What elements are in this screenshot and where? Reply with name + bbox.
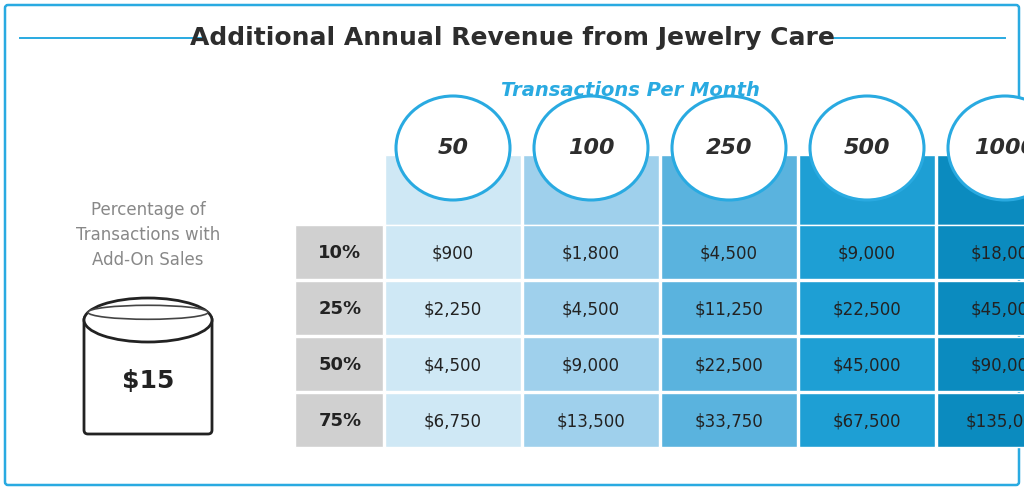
Text: $4,500: $4,500 — [424, 356, 482, 374]
FancyBboxPatch shape — [295, 337, 383, 391]
Text: $45,000: $45,000 — [833, 356, 901, 374]
Text: $90,000: $90,000 — [971, 356, 1024, 374]
Ellipse shape — [948, 96, 1024, 200]
Text: 75%: 75% — [318, 412, 361, 430]
FancyBboxPatch shape — [523, 393, 659, 447]
Text: 250: 250 — [706, 138, 753, 158]
Text: $2,250: $2,250 — [424, 300, 482, 318]
FancyBboxPatch shape — [799, 225, 935, 279]
FancyBboxPatch shape — [662, 155, 797, 225]
Text: $15: $15 — [122, 368, 174, 392]
Text: $4,500: $4,500 — [562, 300, 620, 318]
FancyBboxPatch shape — [799, 155, 935, 225]
FancyBboxPatch shape — [385, 225, 521, 279]
Text: Add-On Sales: Add-On Sales — [92, 251, 204, 269]
FancyBboxPatch shape — [662, 393, 797, 447]
FancyBboxPatch shape — [523, 281, 659, 335]
Text: Transactions Per Month: Transactions Per Month — [501, 80, 760, 99]
FancyBboxPatch shape — [937, 155, 1024, 225]
Text: $6,750: $6,750 — [424, 412, 482, 430]
Text: 50%: 50% — [318, 356, 361, 374]
Text: $22,500: $22,500 — [833, 300, 901, 318]
FancyBboxPatch shape — [385, 337, 521, 391]
Text: 50: 50 — [437, 138, 469, 158]
Text: 100: 100 — [567, 138, 614, 158]
Ellipse shape — [810, 96, 924, 200]
Text: 25%: 25% — [318, 300, 361, 318]
Ellipse shape — [88, 305, 208, 319]
Text: $9,000: $9,000 — [838, 244, 896, 262]
Text: 500: 500 — [844, 138, 890, 158]
Text: $13,500: $13,500 — [557, 412, 626, 430]
Ellipse shape — [672, 96, 786, 200]
Text: $18,000: $18,000 — [971, 244, 1024, 262]
FancyBboxPatch shape — [937, 337, 1024, 391]
Text: 10%: 10% — [318, 244, 361, 262]
Text: $33,750: $33,750 — [694, 412, 763, 430]
FancyBboxPatch shape — [937, 393, 1024, 447]
Text: Transactions with: Transactions with — [76, 226, 220, 244]
FancyBboxPatch shape — [385, 281, 521, 335]
FancyBboxPatch shape — [523, 225, 659, 279]
Text: $22,500: $22,500 — [694, 356, 763, 374]
FancyBboxPatch shape — [5, 5, 1019, 485]
FancyBboxPatch shape — [523, 337, 659, 391]
FancyBboxPatch shape — [523, 155, 659, 225]
Text: Additional Annual Revenue from Jewelry Care: Additional Annual Revenue from Jewelry C… — [189, 26, 835, 50]
FancyBboxPatch shape — [385, 155, 521, 225]
FancyBboxPatch shape — [295, 393, 383, 447]
FancyBboxPatch shape — [662, 337, 797, 391]
Text: Percentage of: Percentage of — [91, 201, 206, 219]
Text: $135,000: $135,000 — [966, 412, 1024, 430]
Text: $4,500: $4,500 — [700, 244, 758, 262]
Ellipse shape — [84, 298, 212, 342]
FancyBboxPatch shape — [385, 393, 521, 447]
FancyBboxPatch shape — [84, 316, 212, 434]
Ellipse shape — [534, 96, 648, 200]
Text: 1000: 1000 — [974, 138, 1024, 158]
Text: $900: $900 — [432, 244, 474, 262]
FancyBboxPatch shape — [662, 225, 797, 279]
FancyBboxPatch shape — [799, 393, 935, 447]
Text: $1,800: $1,800 — [562, 244, 621, 262]
FancyBboxPatch shape — [937, 281, 1024, 335]
Ellipse shape — [396, 96, 510, 200]
FancyBboxPatch shape — [799, 337, 935, 391]
Text: $67,500: $67,500 — [833, 412, 901, 430]
FancyBboxPatch shape — [799, 281, 935, 335]
Text: $11,250: $11,250 — [694, 300, 764, 318]
FancyBboxPatch shape — [295, 281, 383, 335]
FancyBboxPatch shape — [937, 225, 1024, 279]
Text: $9,000: $9,000 — [562, 356, 620, 374]
FancyBboxPatch shape — [662, 281, 797, 335]
Text: $45,000: $45,000 — [971, 300, 1024, 318]
FancyBboxPatch shape — [295, 225, 383, 279]
